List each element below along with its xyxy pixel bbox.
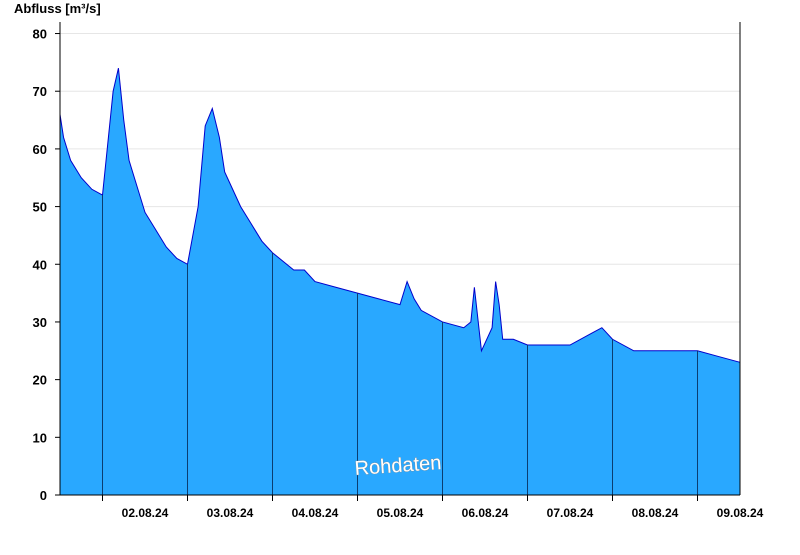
x-tick-label: 09.08.24 xyxy=(717,506,764,520)
x-tick-label: 03.08.24 xyxy=(207,506,254,520)
discharge-line xyxy=(59,68,741,363)
rohdaten-annotation: Rohdaten xyxy=(354,452,442,480)
x-tick-label: 04.08.24 xyxy=(292,506,339,520)
y-tick-label: 40 xyxy=(33,257,47,272)
x-tick-label: 08.08.24 xyxy=(632,506,679,520)
y-axis-label: Abfluss [m³/s] xyxy=(14,1,101,16)
y-tick-label: 60 xyxy=(33,142,47,157)
discharge-area xyxy=(60,68,740,496)
y-tick-label: 30 xyxy=(33,315,47,330)
x-tick-label: 06.08.24 xyxy=(462,506,509,520)
x-tick-label: 05.08.24 xyxy=(377,506,424,520)
y-tick-label: 50 xyxy=(33,200,47,215)
y-tick-label: 10 xyxy=(33,430,47,445)
y-tick-label: 20 xyxy=(33,373,47,388)
x-tick-label: 07.08.24 xyxy=(547,506,594,520)
y-tick-label: 0 xyxy=(40,488,47,503)
y-tick-label: 80 xyxy=(33,27,47,42)
y-tick-label: 70 xyxy=(33,84,47,99)
x-tick-label: 02.08.24 xyxy=(122,506,169,520)
